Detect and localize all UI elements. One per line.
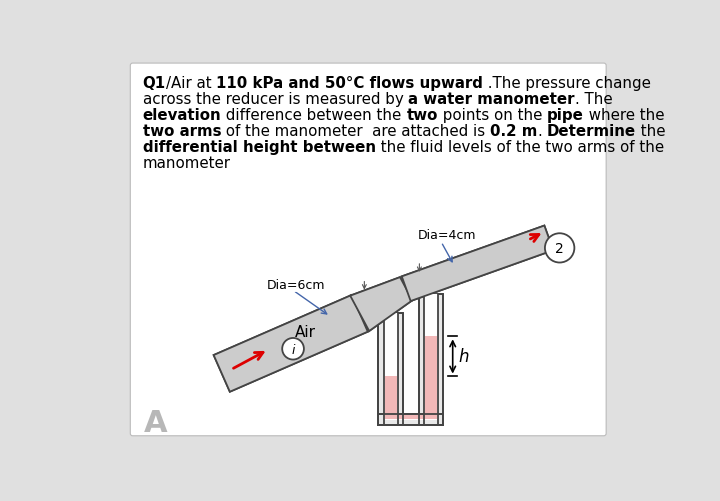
Text: Air: Air	[295, 324, 316, 339]
Text: of the manometer  are attached is: of the manometer are attached is	[221, 124, 490, 139]
Text: h: h	[459, 348, 469, 366]
Text: two: two	[406, 108, 438, 123]
Text: points on the: points on the	[438, 108, 546, 123]
Text: elevation: elevation	[143, 108, 221, 123]
Bar	[418, 295, 444, 425]
Text: across the reducer is measured by: across the reducer is measured by	[143, 92, 408, 107]
Text: a water manometer: a water manometer	[408, 92, 575, 107]
Bar	[378, 314, 403, 425]
Polygon shape	[214, 296, 368, 392]
Text: . The: . The	[575, 92, 612, 107]
Text: the: the	[636, 124, 666, 139]
Text: Dia=6cm: Dia=6cm	[266, 278, 325, 291]
Text: 110 kPa and 50°C flows upward: 110 kPa and 50°C flows upward	[216, 76, 483, 91]
Text: A: A	[144, 408, 168, 437]
Bar	[384, 377, 397, 419]
Bar	[418, 295, 424, 425]
Polygon shape	[402, 226, 553, 302]
Text: Determine: Determine	[547, 124, 636, 139]
Text: i: i	[292, 343, 294, 356]
Text: pipe: pipe	[546, 108, 584, 123]
Text: manometer: manometer	[143, 156, 230, 171]
Text: /Air at: /Air at	[166, 76, 216, 91]
Bar	[378, 414, 444, 425]
Bar	[438, 295, 444, 425]
Text: Dia=4cm: Dia=4cm	[418, 229, 477, 242]
Text: differential height between: differential height between	[143, 140, 376, 155]
Text: where the: where the	[584, 108, 665, 123]
Text: Q1: Q1	[143, 76, 166, 91]
Text: two arms: two arms	[143, 124, 221, 139]
Circle shape	[545, 234, 575, 263]
Bar	[384, 314, 397, 420]
Text: .: .	[538, 124, 547, 139]
Bar	[378, 314, 384, 425]
Text: .The pressure change: .The pressure change	[483, 76, 651, 91]
Bar	[424, 295, 438, 420]
Bar	[425, 337, 437, 419]
Bar	[397, 314, 403, 425]
Text: 0.2 m: 0.2 m	[490, 124, 538, 139]
Polygon shape	[402, 226, 553, 302]
Text: difference between the: difference between the	[221, 108, 406, 123]
FancyBboxPatch shape	[130, 64, 606, 436]
Polygon shape	[214, 296, 368, 392]
Text: the fluid levels of the two arms of the: the fluid levels of the two arms of the	[376, 140, 664, 155]
Circle shape	[282, 338, 304, 360]
Bar	[384, 415, 438, 420]
Text: 2: 2	[555, 241, 564, 256]
Polygon shape	[350, 278, 413, 331]
Bar	[378, 414, 444, 425]
Bar	[384, 415, 437, 419]
Polygon shape	[350, 278, 413, 331]
